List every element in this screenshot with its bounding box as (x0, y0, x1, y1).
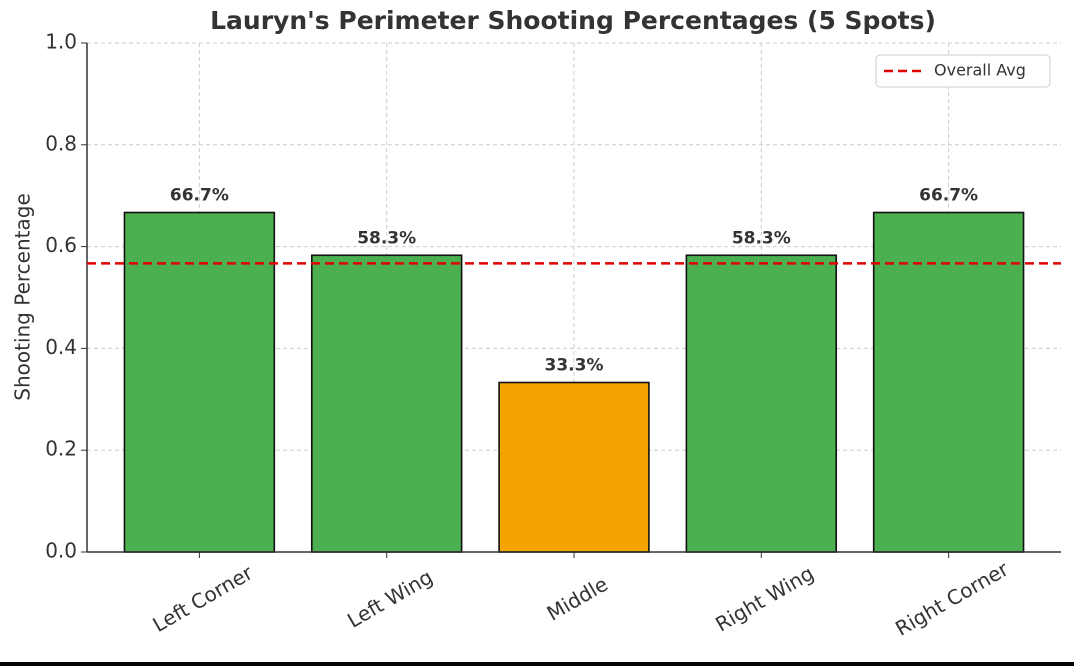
value-label: 58.3% (732, 228, 791, 248)
bar (872, 211, 1025, 553)
value-label: 58.3% (357, 228, 416, 248)
x-tick-label: Left Corner (148, 560, 257, 637)
value-label: 33.3% (545, 356, 604, 376)
legend-box (875, 54, 1051, 88)
legend-label: Overall Avg (934, 61, 1026, 80)
y-tick-label: 0.0 (45, 539, 77, 563)
y-tick-label: 0.2 (45, 437, 77, 461)
x-tick-label: Left Wing (343, 565, 437, 633)
bar (310, 254, 463, 553)
value-label: 66.7% (170, 185, 229, 205)
x-tick-label: Right Wing (711, 561, 818, 636)
value-label: 66.7% (919, 185, 978, 205)
y-tick-label: 0.4 (45, 335, 77, 359)
y-axis-label: Shooting Percentage (11, 193, 35, 400)
x-tick-label: Right Corner (891, 556, 1013, 640)
bar (123, 211, 276, 553)
x-tick-label: Middle (543, 572, 612, 626)
bar (685, 254, 838, 553)
y-tick-label: 0.8 (45, 131, 77, 155)
bar (498, 381, 650, 553)
y-tick-label: 1.0 (45, 30, 77, 54)
chart-title: Lauryn's Perimeter Shooting Percentages … (210, 6, 936, 35)
y-tick-label: 0.6 (45, 233, 77, 257)
